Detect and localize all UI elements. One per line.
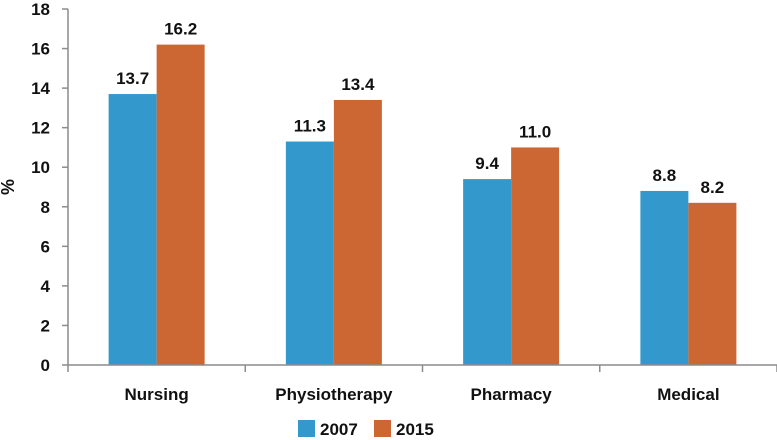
- y-tick-label: 18: [31, 0, 50, 19]
- bar-2007-physiotherapy: [285, 141, 334, 365]
- y-axis: 0 2 4 6 8 10 12 14 16 18: [31, 0, 69, 375]
- x-category-label: Medical: [657, 385, 719, 404]
- legend-swatch-2007: [298, 420, 315, 437]
- bar-2007-pharmacy: [463, 179, 512, 365]
- legend-label-2015: 2015: [396, 420, 434, 439]
- y-tick-label: 8: [41, 198, 50, 217]
- y-tick-label: 4: [41, 277, 51, 296]
- y-axis-title: %: [0, 179, 18, 195]
- x-category-label: Pharmacy: [470, 385, 552, 404]
- y-tick-label: 14: [31, 79, 50, 98]
- x-category-label: Nursing: [125, 385, 189, 404]
- bar-2015-medical: [688, 202, 737, 365]
- data-label-2015-physiotherapy: 13.4: [341, 75, 375, 94]
- y-tick-label: 10: [31, 158, 50, 177]
- data-label-2015-nursing: 16.2: [164, 20, 197, 39]
- y-tick-label: 2: [41, 316, 50, 335]
- y-tick-label: 6: [41, 237, 50, 256]
- bar-2015-pharmacy: [511, 147, 560, 365]
- data-label-2015-pharmacy: 11.0: [519, 122, 551, 141]
- x-axis: Nursing Physiotherapy Pharmacy Medical: [67, 364, 777, 404]
- data-label-2007-medical: 8.8: [653, 166, 677, 185]
- legend-swatch-2015: [374, 420, 391, 437]
- bar-2015-physiotherapy: [333, 99, 382, 365]
- bar-2015-nursing: [156, 44, 205, 365]
- data-label-2007-nursing: 13.7: [116, 69, 149, 88]
- data-label-2007-physiotherapy: 11.3: [294, 117, 326, 136]
- y-axis-title-group: %: [0, 179, 18, 195]
- bar-2007-medical: [640, 190, 689, 365]
- data-label-2007-pharmacy: 9.4: [475, 154, 499, 173]
- legend: 2007 2015: [298, 420, 434, 439]
- x-category-label: Physiotherapy: [275, 385, 393, 404]
- data-label-2015-medical: 8.2: [701, 178, 725, 197]
- bars: 13.7 16.2 11.3 13.4 9.4 11.0 8.8 8.2: [108, 20, 737, 366]
- bar-2007-nursing: [108, 94, 157, 366]
- y-tick-label: 12: [31, 119, 50, 138]
- y-tick-label: 16: [31, 40, 50, 59]
- y-tick-label: 0: [41, 356, 50, 375]
- legend-label-2007: 2007: [320, 420, 358, 439]
